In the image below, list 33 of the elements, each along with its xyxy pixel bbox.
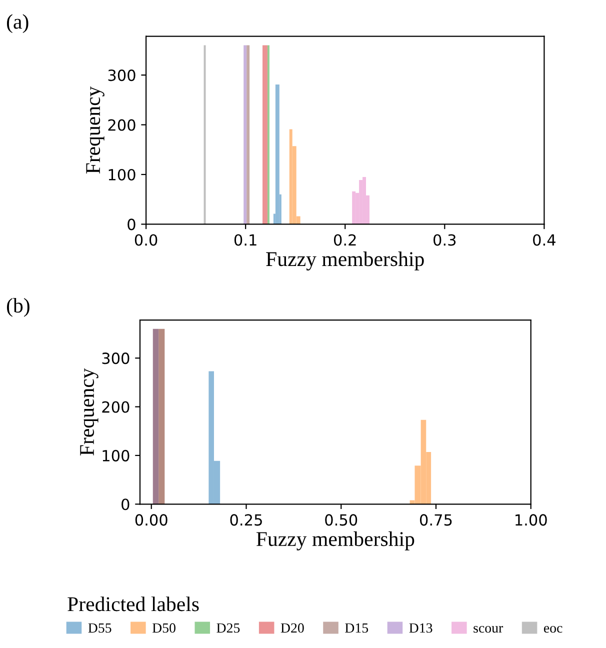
y-tick-label: 100	[108, 168, 136, 181]
legend-label: eoc	[544, 626, 562, 633]
x-axis-title: Fuzzy membership	[256, 531, 414, 550]
y-axis-title: Frequency	[86, 86, 104, 174]
y-tick-label: 300	[102, 352, 130, 364]
y-tick-label: 300	[108, 70, 136, 82]
x-tick-label: 0.0	[134, 234, 158, 246]
y-tick-label: 200	[102, 401, 130, 413]
chart-title: (b)	[6, 298, 30, 317]
x-tick-label: 0.1	[234, 234, 256, 246]
legend-label: D25	[216, 623, 240, 633]
x-tick-label: 1.00	[516, 514, 547, 526]
x-tick-label: 0.3	[434, 234, 456, 246]
x-axis-title: Fuzzy membership	[266, 251, 424, 270]
x-tick-label: 0.50	[325, 514, 358, 526]
legend-label: D20	[280, 623, 304, 633]
x-tick-label: 0.00	[135, 514, 168, 526]
y-tick-label: 200	[108, 119, 136, 131]
y-tick-label: 100	[102, 450, 130, 462]
legend-label: D13	[409, 623, 432, 633]
x-tick-label: 0.4	[533, 234, 556, 246]
legend-label: D55	[88, 623, 112, 633]
legend-title: Predicted labels	[68, 596, 199, 612]
x-tick-label: 0.2	[334, 234, 356, 246]
legend-label: scour	[474, 626, 504, 633]
legend-label: D50	[152, 623, 176, 633]
x-tick-label: 0.75	[420, 514, 452, 526]
y-tick-label: 0	[122, 498, 130, 510]
y-tick-label: 0	[128, 218, 136, 230]
x-tick-label: 0.25	[230, 514, 262, 526]
legend-label: D15	[345, 623, 368, 633]
y-axis-title: Frequency	[80, 368, 98, 456]
chart-title: (a)	[6, 14, 28, 34]
